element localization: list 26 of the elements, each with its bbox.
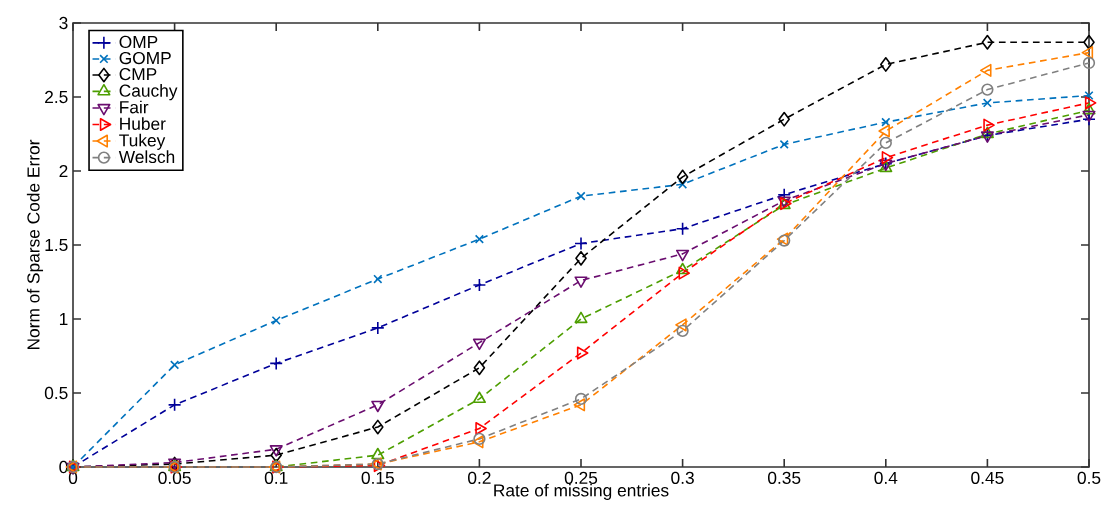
y-tick-label: 3 [59, 16, 68, 30]
y-tick-label: 0.5 [44, 386, 68, 400]
legend-label: Fair [120, 100, 149, 114]
y-tick-label: 1.5 [45, 238, 68, 252]
x-tick-label: 0.5 [1077, 471, 1101, 484]
legend-label: Tukey [119, 133, 166, 150]
y-tick-label: 2.5 [45, 90, 68, 104]
x-axis-title: Rate of missing entries [494, 483, 669, 500]
y-tick-label: 1 [59, 313, 68, 325]
x-tick-label: 0.4 [874, 471, 898, 484]
x-tick-label: 0.1 [264, 471, 288, 484]
legend-label: CMP [119, 68, 157, 81]
x-tick-label: 0.2 [468, 471, 491, 484]
x-tick-label: 0.05 [158, 471, 191, 484]
legend-label: GOMP [119, 51, 171, 65]
x-tick-label: 0.3 [671, 471, 694, 484]
legend-label: Cauchy [119, 84, 178, 101]
x-tick-label: 0.15 [361, 471, 394, 484]
y-tick-label: 2 [59, 164, 68, 178]
y-axis-title: Norm of Sparse Code Error [26, 139, 44, 350]
x-tick-label: 0.45 [971, 471, 1004, 484]
x-tick-label: 0.35 [768, 471, 801, 484]
legend-label: Welsch [118, 150, 175, 164]
legend-label: OMP [119, 35, 158, 49]
x-tick-label: 0.25 [564, 471, 598, 484]
legend-label: Huber [120, 117, 166, 130]
